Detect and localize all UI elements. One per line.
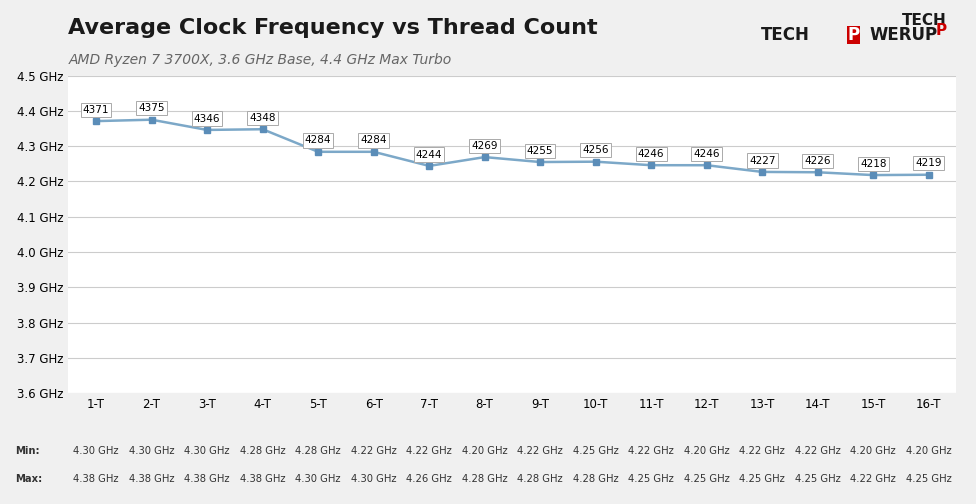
Text: 4.28 GHz: 4.28 GHz [240, 446, 285, 456]
Text: 4.28 GHz: 4.28 GHz [296, 446, 341, 456]
Text: 4.22 GHz: 4.22 GHz [850, 474, 896, 484]
Text: 4269: 4269 [471, 141, 498, 151]
Text: 4348: 4348 [249, 113, 276, 123]
Text: 4219: 4219 [915, 158, 942, 168]
Text: P: P [936, 23, 947, 38]
Text: P: P [847, 26, 860, 44]
Text: 4226: 4226 [804, 156, 831, 166]
Text: Max:: Max: [15, 474, 42, 484]
Text: 4.22 GHz: 4.22 GHz [740, 446, 785, 456]
Text: 4.22 GHz: 4.22 GHz [629, 446, 674, 456]
Text: 4.30 GHz: 4.30 GHz [296, 474, 341, 484]
Text: 4.28 GHz: 4.28 GHz [573, 474, 619, 484]
Text: 4.25 GHz: 4.25 GHz [794, 474, 840, 484]
Text: 4227: 4227 [749, 156, 776, 166]
Text: 4375: 4375 [139, 103, 165, 113]
Text: 4244: 4244 [416, 150, 442, 160]
Text: 4.30 GHz: 4.30 GHz [73, 446, 119, 456]
Text: 4.25 GHz: 4.25 GHz [906, 474, 952, 484]
Text: 4246: 4246 [693, 149, 720, 159]
Text: Min:: Min: [15, 446, 39, 456]
Text: Average Clock Frequency vs Thread Count: Average Clock Frequency vs Thread Count [68, 18, 598, 38]
Text: 4.30 GHz: 4.30 GHz [184, 446, 229, 456]
Text: 4.22 GHz: 4.22 GHz [517, 446, 563, 456]
Text: 4346: 4346 [194, 113, 221, 123]
Text: 4.22 GHz: 4.22 GHz [350, 446, 396, 456]
Text: 4.30 GHz: 4.30 GHz [129, 446, 175, 456]
Text: 4246: 4246 [638, 149, 665, 159]
Text: 4.22 GHz: 4.22 GHz [794, 446, 840, 456]
Text: TECH: TECH [761, 26, 810, 44]
Text: WERUP: WERUP [870, 26, 938, 44]
Text: 4.38 GHz: 4.38 GHz [184, 474, 229, 484]
Text: 4.22 GHz: 4.22 GHz [406, 446, 452, 456]
Text: 4371: 4371 [83, 105, 109, 115]
Text: 4.25 GHz: 4.25 GHz [573, 446, 619, 456]
Text: 4.25 GHz: 4.25 GHz [629, 474, 674, 484]
Text: 4.20 GHz: 4.20 GHz [906, 446, 952, 456]
Text: 4256: 4256 [583, 145, 609, 155]
Text: TECH: TECH [902, 13, 947, 28]
Text: 4.20 GHz: 4.20 GHz [850, 446, 896, 456]
Text: 4.38 GHz: 4.38 GHz [129, 474, 175, 484]
Text: 4218: 4218 [860, 159, 886, 169]
Text: 4.20 GHz: 4.20 GHz [462, 446, 508, 456]
Text: AMD Ryzen 7 3700X, 3.6 GHz Base, 4.4 GHz Max Turbo: AMD Ryzen 7 3700X, 3.6 GHz Base, 4.4 GHz… [68, 53, 452, 67]
Text: 4.25 GHz: 4.25 GHz [740, 474, 785, 484]
Text: 4.28 GHz: 4.28 GHz [462, 474, 508, 484]
Text: 4.20 GHz: 4.20 GHz [684, 446, 729, 456]
Text: 4.30 GHz: 4.30 GHz [351, 474, 396, 484]
Text: P: P [847, 26, 860, 44]
Text: 4284: 4284 [305, 136, 332, 146]
Text: 4.26 GHz: 4.26 GHz [406, 474, 452, 484]
Text: 4.28 GHz: 4.28 GHz [517, 474, 563, 484]
Text: 4.38 GHz: 4.38 GHz [240, 474, 285, 484]
Text: 4.38 GHz: 4.38 GHz [73, 474, 119, 484]
Text: 4.25 GHz: 4.25 GHz [684, 474, 729, 484]
Text: 4284: 4284 [360, 136, 386, 146]
Text: 4255: 4255 [527, 146, 553, 156]
